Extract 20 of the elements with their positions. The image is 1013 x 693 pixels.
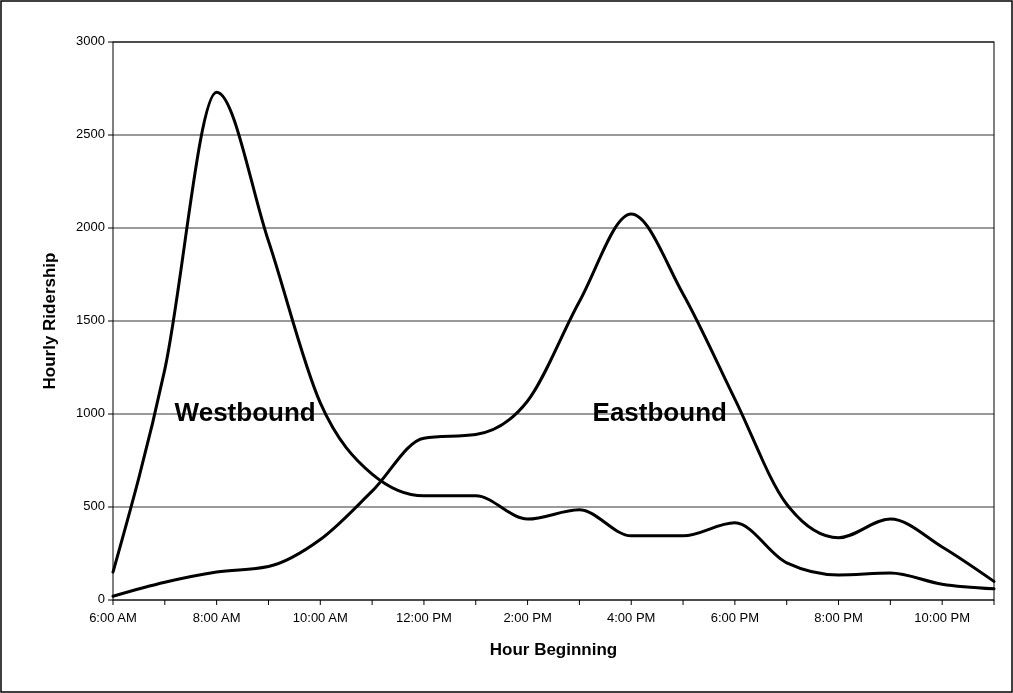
y-tick-label: 500: [83, 498, 105, 514]
y-axis-title: Hourly Ridership: [40, 252, 59, 390]
x-axis-title: Hour Beginning: [489, 640, 618, 659]
x-tick-label: 8:00 PM: [814, 610, 863, 625]
y-tick-label: 1000: [76, 405, 105, 421]
y-tick-label: 3000: [76, 33, 105, 49]
series-label: Eastbound: [592, 396, 727, 427]
x-tick-label: 2:00 PM: [503, 610, 552, 625]
series-label: Westbound: [174, 396, 316, 427]
x-tick-label: 4:00 PM: [607, 610, 656, 625]
x-tick-label: 10:00 PM: [914, 610, 970, 625]
y-tick-label: 0: [97, 591, 105, 607]
x-tick-label: 10:00 AM: [292, 610, 348, 625]
x-tick-label: 6:00 PM: [710, 610, 760, 625]
y-tick-label: 2000: [76, 219, 105, 235]
x-tick-label: 8:00 AM: [192, 610, 241, 625]
x-tick-label: 6:00 AM: [89, 610, 137, 625]
x-tick-label: 12:00 PM: [396, 610, 452, 625]
y-tick-label: 2500: [76, 126, 105, 142]
y-tick-label: 1500: [76, 312, 105, 328]
